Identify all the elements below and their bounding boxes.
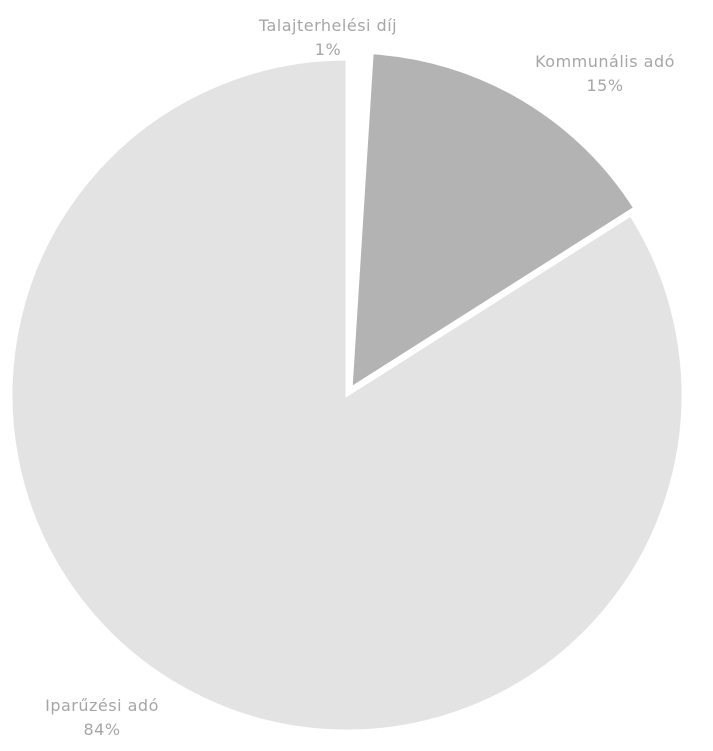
slice-name: Kommunális adó	[535, 52, 675, 71]
slice-name: Talajterhelési díj	[258, 16, 398, 35]
pie-slice-iparuzesi-ado	[9, 57, 685, 733]
data-label-talajterhelesi-dij: Talajterhelési díj 1%	[228, 14, 428, 62]
slice-percent: 84%	[83, 720, 121, 739]
pie-slice-kommunalis-ado	[349, 51, 637, 391]
slice-name: Iparűzési adó	[45, 696, 159, 715]
slice-percent: 15%	[586, 76, 624, 95]
data-label-iparuzesi-ado: Iparűzési adó 84%	[12, 694, 192, 742]
data-label-kommunalis-ado: Kommunális adó 15%	[505, 50, 705, 98]
slice-percent: 1%	[314, 40, 342, 59]
